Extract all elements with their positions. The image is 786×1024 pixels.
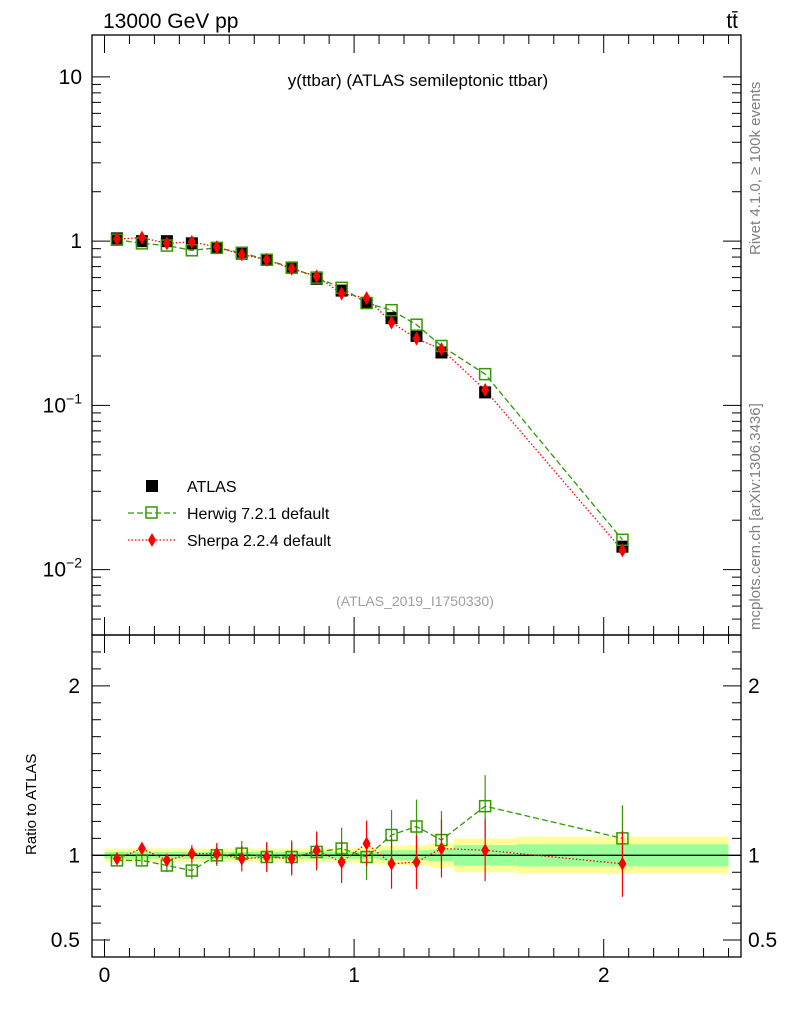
- sherpa-point: [312, 269, 321, 284]
- herwig-ratio-point: [410, 820, 423, 833]
- ratio-ylabel: Ratio to ATLAS: [23, 754, 40, 855]
- sherpa-point: [481, 383, 490, 398]
- y-tick-label: 1: [70, 230, 82, 253]
- sherpa-ratio-point: [262, 850, 271, 865]
- sherpa-point: [437, 342, 446, 357]
- ratio-y-tick-label: 2: [68, 675, 80, 698]
- ratio-frame: [91, 634, 742, 958]
- sherpa-ratio-point: [618, 856, 627, 871]
- analysis-id: (ATLAS_2019_I1750330): [336, 593, 494, 609]
- x-tick-label: 0: [99, 964, 111, 987]
- ratio-y-tick-label-right: 1: [748, 844, 760, 867]
- mcplots-label: mcplots.cern.ch [arXiv:1306.3436]: [747, 403, 764, 630]
- sherpa-point: [212, 240, 221, 255]
- sherpa-ratio-point: [212, 846, 221, 861]
- sherpa-point: [237, 247, 246, 262]
- sherpa-ratio-point: [187, 846, 196, 861]
- sherpa-ratio-point: [412, 855, 421, 870]
- herwig-ratio-point: [478, 799, 492, 813]
- sherpa-point: [287, 261, 296, 276]
- sherpa-ratio-line: [116, 842, 623, 865]
- herwig-point: [410, 318, 423, 331]
- y-tick-label: 10−2: [43, 555, 83, 582]
- sherpa-ratio-point: [437, 841, 446, 856]
- legend-sherpa-marker: [148, 533, 156, 547]
- sherpa-ratio-point: [337, 855, 346, 870]
- legend-sherpa-label: Sherpa 2.2.4 default: [187, 533, 332, 550]
- sherpa-point: [618, 543, 627, 558]
- herwig-ratio-line: [116, 805, 623, 872]
- legend-herwig-label: Herwig 7.2.1 default: [187, 506, 330, 523]
- sherpa-point: [162, 236, 171, 251]
- legend-atlas-marker: [146, 480, 158, 492]
- rivet-version-label: Rivet 4.1.0, ≥ 100k events: [747, 82, 764, 255]
- ratio-y-tick-label-right: 2: [748, 675, 760, 698]
- sherpa-point: [112, 232, 121, 247]
- herwig-line: [116, 239, 623, 541]
- legend-herwig-marker: [145, 506, 158, 519]
- sherpa-ratio-point: [137, 841, 146, 856]
- energy-label: 13000 GeV pp: [103, 10, 238, 33]
- sherpa-point: [337, 286, 346, 301]
- main-panel: y(ttbar) (ATLAS semileptonic ttbar) (ATL…: [43, 34, 742, 636]
- ratio-y-tick-label-right: 0.5: [748, 929, 777, 952]
- sherpa-point: [262, 252, 271, 267]
- sherpa-ratio-point: [387, 856, 396, 871]
- y-tick-label: 10: [59, 66, 82, 89]
- ratio-panel: 0.5 0.5 1 1 2 2 0 1 2 Ratio to ATLAS: [23, 634, 777, 987]
- x-tick-label: 2: [598, 964, 610, 987]
- sherpa-line: [116, 237, 623, 551]
- sherpa-point: [362, 291, 371, 306]
- sherpa-ratio-point: [162, 853, 171, 868]
- y-tick-label: 10−1: [43, 390, 83, 417]
- legend: ATLAS Herwig 7.2.1 default Sherpa 2.2.4 …: [128, 479, 332, 550]
- sherpa-point: [387, 315, 396, 330]
- sherpa-point: [412, 331, 421, 346]
- sherpa-ratio-point: [237, 851, 246, 866]
- process-label: tt̄: [726, 10, 738, 33]
- sherpa-ratio-point: [287, 851, 296, 866]
- herwig-ratio-point: [185, 864, 199, 877]
- sherpa-point: [137, 230, 146, 245]
- x-tick-label: 1: [348, 964, 360, 987]
- sherpa-point: [187, 234, 196, 249]
- legend-atlas-label: ATLAS: [187, 479, 237, 496]
- sherpa-ratio-point: [112, 851, 121, 866]
- ratio-y-tick-label: 1: [68, 844, 80, 867]
- sherpa-ratio-point: [481, 843, 490, 858]
- ratio-y-tick-label: 0.5: [51, 929, 80, 952]
- sherpa-ratio-point: [312, 843, 321, 858]
- herwig-point: [478, 367, 492, 381]
- chart-title: y(ttbar) (ATLAS semileptonic ttbar): [288, 71, 548, 90]
- sherpa-ratio-point: [362, 836, 371, 851]
